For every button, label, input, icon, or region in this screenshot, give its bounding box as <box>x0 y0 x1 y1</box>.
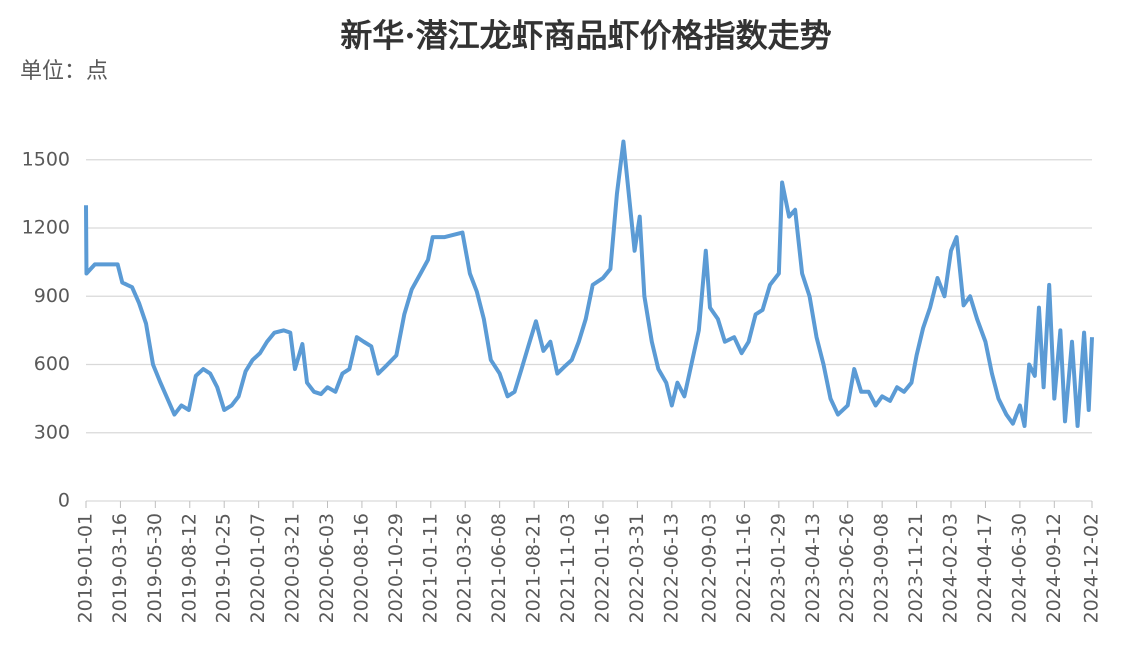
x-tick-label: 2024-12-02 <box>1081 513 1103 623</box>
x-tick-label: 2023-01-29 <box>767 513 789 623</box>
y-tick-label: 300 <box>34 421 70 443</box>
unit-label: 单位：点 <box>20 59 108 84</box>
x-tick-label: 2020-10-29 <box>385 513 407 623</box>
x-tick-label: 2023-04-13 <box>802 513 824 623</box>
x-tick-label: 2021-01-11 <box>419 513 441 623</box>
x-tick-label: 2023-09-08 <box>871 513 893 623</box>
x-tick-label: 2021-03-26 <box>454 513 476 623</box>
y-tick-label: 600 <box>34 353 70 375</box>
x-tick-label: 2022-06-13 <box>660 513 682 623</box>
x-tick-label: 2024-02-03 <box>940 513 962 623</box>
x-tick-label: 2020-08-16 <box>350 513 372 623</box>
x-tick-label: 2020-01-07 <box>247 513 269 623</box>
x-tick-label: 2024-04-17 <box>974 513 996 623</box>
x-tick-label: 2022-01-16 <box>591 513 613 623</box>
x-tick-label: 2019-08-12 <box>178 513 200 623</box>
y-tick-label: 1500 <box>22 148 70 170</box>
y-tick-label: 0 <box>58 490 70 512</box>
x-tick-label: 2019-05-30 <box>144 513 166 623</box>
x-tick-label: 2019-03-16 <box>109 513 131 623</box>
x-tick-label: 2019-10-25 <box>213 513 235 623</box>
y-tick-label: 900 <box>34 285 70 307</box>
x-tick-label: 2022-09-03 <box>698 513 720 623</box>
x-tick-label: 2019-01-01 <box>75 513 97 623</box>
line-series <box>84 139 1094 428</box>
x-tick-label: 2022-11-16 <box>733 513 755 623</box>
x-tick-label: 2023-06-26 <box>836 513 858 623</box>
x-tick-label: 2020-03-21 <box>282 513 304 623</box>
x-tick-label: 2024-06-30 <box>1008 513 1030 623</box>
y-tick-label: 1200 <box>22 217 70 239</box>
x-tick-label: 2021-08-21 <box>523 513 545 623</box>
x-tick-label: 2024-09-12 <box>1043 513 1065 623</box>
x-tick-label: 2023-11-21 <box>905 513 927 623</box>
x-tick-label: 2021-06-08 <box>488 513 510 623</box>
x-tick-label: 2020-06-03 <box>316 513 338 623</box>
x-tick-label: 2021-11-03 <box>557 513 579 623</box>
chart-title: 新华·潜江龙虾商品虾价格指数走势 <box>340 17 831 55</box>
x-tick-label: 2022-03-31 <box>626 513 648 623</box>
